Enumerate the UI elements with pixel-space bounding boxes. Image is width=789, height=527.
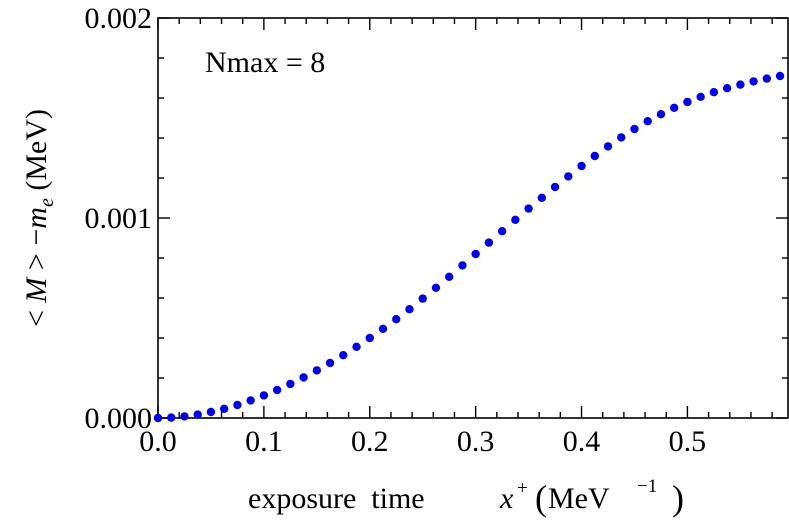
y-axis-title-m: m — [20, 207, 53, 229]
y-axis-title-unit: (MeV) — [20, 109, 53, 198]
x-tick-label: 0.2 — [351, 425, 389, 458]
data-point — [418, 294, 427, 303]
x-tick-label: 0.5 — [669, 425, 707, 458]
y-axis-title-left: < — [20, 303, 53, 327]
x-axis-variable: x — [499, 482, 514, 515]
data-point — [272, 385, 282, 395]
data-point — [219, 404, 229, 413]
data-point — [683, 97, 692, 107]
x-axis-title: exposure time x + ( MeV −1 ) — [248, 476, 684, 518]
data-point — [167, 413, 176, 422]
y-axis-title-sub: e — [36, 198, 58, 207]
data-point — [775, 71, 785, 81]
data-point — [259, 391, 269, 400]
x-tick-label: 0.3 — [457, 425, 495, 458]
axis-ticks — [157, 17, 788, 419]
x-tick-labels: 0.0 0.1 0.2 0.3 0.4 0.5 — [139, 425, 706, 458]
data-point — [656, 110, 666, 119]
x-axis-right-paren: ) — [672, 478, 684, 518]
data-point — [749, 77, 758, 86]
data-point — [537, 193, 547, 202]
data-point — [180, 412, 189, 421]
data-point — [365, 333, 374, 343]
data-point — [577, 161, 586, 171]
data-point — [193, 410, 202, 419]
data-point — [643, 117, 652, 126]
data-points — [153, 71, 785, 423]
y-axis-title: < M > −me (MeV) — [20, 109, 58, 327]
data-point — [511, 215, 520, 224]
data-point — [299, 373, 308, 382]
data-point — [378, 324, 388, 333]
data-point — [246, 396, 255, 405]
data-point — [471, 249, 480, 259]
x-tick-label: 0.4 — [563, 425, 601, 458]
data-point — [762, 74, 772, 83]
y-axis-title-mid: > − — [20, 229, 53, 278]
data-point — [484, 238, 494, 247]
y-tick-label: 0.000 — [85, 402, 153, 435]
data-point — [233, 400, 242, 410]
data-point — [709, 88, 719, 97]
data-point — [564, 172, 573, 181]
x-axis-variable-sup: + — [517, 478, 528, 499]
data-point — [617, 133, 626, 142]
data-point — [696, 92, 705, 102]
x-tick-label: 0.0 — [139, 425, 177, 458]
data-point — [722, 84, 732, 93]
data-point — [431, 283, 441, 292]
x-axis-unit: MeV — [548, 482, 610, 515]
data-point — [524, 204, 533, 213]
x-tick-label: 0.1 — [245, 425, 283, 458]
data-point — [497, 227, 507, 236]
x-axis-title-text: exposure time — [248, 482, 425, 515]
data-point — [550, 182, 560, 192]
y-tick-label: 0.001 — [85, 202, 153, 235]
data-point — [392, 315, 401, 324]
data-point — [603, 142, 613, 151]
x-axis-left-paren: ( — [535, 478, 547, 518]
data-point — [352, 342, 361, 351]
data-point — [590, 151, 599, 161]
x-axis-unit-exponent: −1 — [637, 476, 657, 497]
data-point — [669, 103, 679, 113]
data-point — [339, 351, 348, 360]
nmax-annotation: Nmax = 8 — [205, 46, 325, 79]
data-point — [444, 272, 454, 281]
data-point — [206, 407, 216, 417]
y-axis-title-M: M — [20, 276, 53, 304]
y-tick-labels: 0.000 0.001 0.002 — [85, 2, 153, 435]
data-point — [325, 358, 335, 368]
data-point — [736, 80, 745, 89]
x-axis-title-label: exposure time — [248, 482, 425, 515]
data-point — [286, 379, 295, 389]
data-point — [405, 305, 414, 314]
data-point — [458, 261, 467, 270]
data-point — [630, 124, 639, 134]
y-tick-label: 0.002 — [85, 2, 153, 35]
data-point — [312, 366, 322, 375]
data-point — [153, 413, 163, 423]
